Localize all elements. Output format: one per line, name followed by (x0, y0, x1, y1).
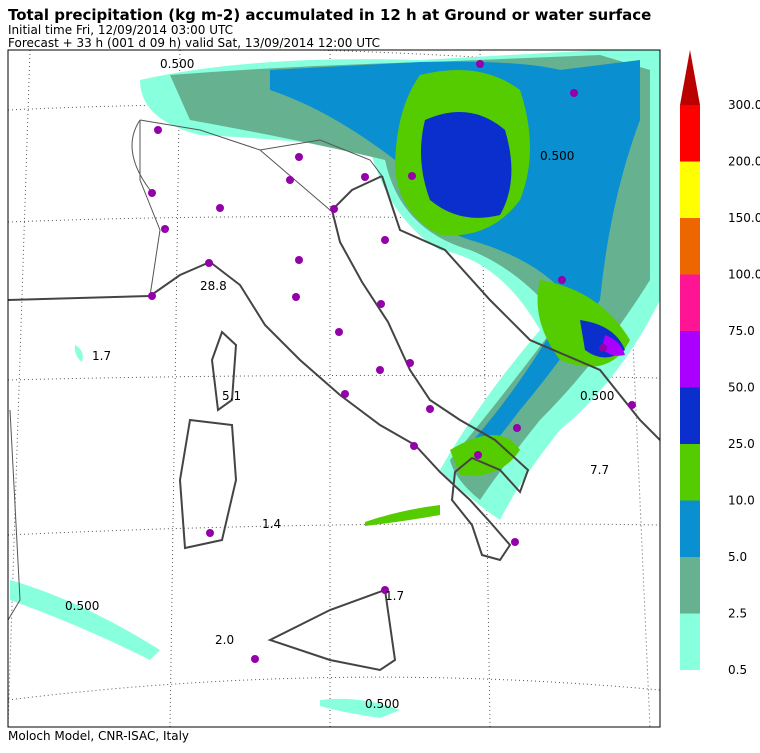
colorbar-label: 10.0 (728, 494, 755, 508)
contour-label: 0.500 (580, 389, 614, 403)
initial-time: Initial time Fri, 12/09/2014 03:00 UTC (8, 23, 233, 37)
colorbar-band (680, 557, 700, 614)
colorbar-label: 75.0 (728, 324, 755, 338)
title: Total precipitation (kg m-2) accumulated… (8, 6, 651, 24)
colorbar-band (680, 218, 700, 275)
contour-label: 1.7 (385, 589, 404, 603)
contour-label: 1.7 (92, 349, 111, 363)
colorbar-band (680, 444, 700, 501)
contour-label: 5.1 (222, 389, 241, 403)
colorbar: 0.5 2.5 5.0 10.0 25.0 50.0 75.0 100.0 150.0 200.0… (680, 50, 760, 677)
contour-label: 0.500 (365, 697, 399, 711)
colorbar-band (680, 105, 700, 162)
colorbar-label: 150.0 (728, 211, 760, 225)
footer: Moloch Model, CNR-ISAC, Italy (8, 729, 189, 743)
colorbar-label: 50.0 (728, 381, 755, 395)
colorbar-label: 5.0 (728, 550, 747, 564)
colorbar-band (680, 161, 700, 218)
contour-label: 28.8 (200, 279, 227, 293)
colorbar-arrow (680, 50, 700, 105)
colorbar-label: 200.0 (728, 155, 760, 169)
colorbar-band (680, 613, 700, 670)
contour-label: 0.500 (160, 57, 194, 71)
contour-label: 2.0 (215, 633, 234, 647)
colorbar-band (680, 331, 700, 388)
colorbar-band (680, 387, 700, 444)
map: 0.500 28.8 1.7 5.1 1.4 2.0 0.500 0.500 0.500 0.50… (7, 49, 661, 728)
map-frame (7, 49, 661, 728)
colorbar-label: 300.0 (728, 98, 760, 112)
contour-label: 1.4 (262, 517, 281, 531)
contour-label: 0.500 (65, 599, 99, 613)
colorbar-band (680, 500, 700, 557)
colorbar-band (680, 274, 700, 331)
colorbar-label: 25.0 (728, 437, 755, 451)
colorbar-label: 0.5 (728, 663, 747, 677)
colorbar-label: 100.0 (728, 268, 760, 282)
colorbar-label: 2.5 (728, 607, 747, 621)
forecast: Forecast + 33 h (001 d 09 h) valid Sat, … (8, 36, 380, 50)
contour-label: 0.500 (540, 149, 574, 163)
contour-label: 7.7 (590, 463, 609, 477)
